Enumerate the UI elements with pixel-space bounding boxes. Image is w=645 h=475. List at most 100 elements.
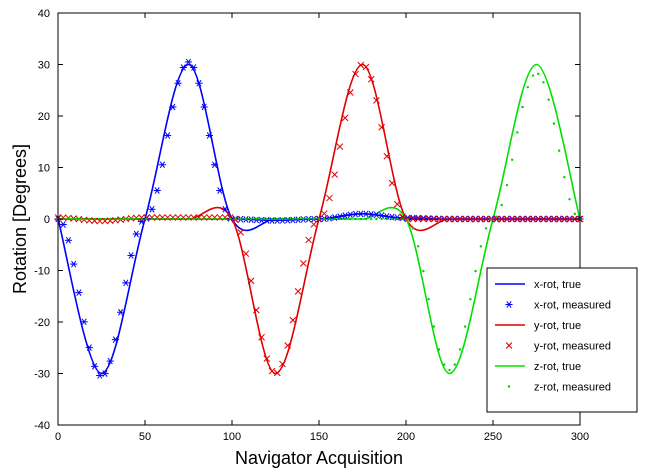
series-z-rot-measured-point bbox=[573, 212, 576, 216]
series-z-rot-measured-point bbox=[416, 245, 420, 248]
series-y-rot-measured-point bbox=[174, 214, 182, 221]
series-z-rot-measured-point bbox=[124, 217, 128, 221]
series-z-rot-measured-point bbox=[437, 348, 441, 351]
series-y-rot-measured-point bbox=[268, 367, 276, 375]
series-z-rot-measured-point bbox=[385, 217, 389, 221]
series-y-rot-measured-point bbox=[242, 250, 250, 258]
y-tick-label: 10 bbox=[38, 163, 50, 175]
series-z-rot-measured-point bbox=[176, 217, 180, 221]
series-y-rot-measured-point bbox=[399, 213, 406, 220]
series-z-rot-measured-point bbox=[406, 218, 409, 221]
series-z-rot-measured-point bbox=[229, 217, 232, 221]
x-tick-label: 150 bbox=[310, 431, 328, 443]
series-x-rot-measured-point bbox=[388, 213, 396, 221]
series-y-rot-measured-point bbox=[143, 214, 151, 221]
series-y-rot-measured-point bbox=[352, 70, 359, 78]
series-x-rot-measured-point bbox=[164, 132, 172, 139]
series-z-rot-measured-point bbox=[557, 149, 561, 152]
series-z-rot-measured-point bbox=[474, 269, 477, 273]
legend-label-y-rot-true: y-rot, true bbox=[534, 320, 581, 332]
series-y-rot-measured-point bbox=[420, 215, 427, 223]
series-z-rot-measured-point bbox=[218, 217, 222, 221]
series-y-rot-measured-point bbox=[566, 215, 573, 223]
series-z-rot-measured-point bbox=[260, 217, 263, 221]
series-x-rot-measured-point bbox=[336, 213, 344, 220]
series-y-rot-measured-point bbox=[159, 214, 166, 221]
series-z-rot-measured-point bbox=[552, 122, 556, 125]
legend-swatch-z-rot-measured bbox=[507, 385, 511, 388]
series-y-rot-measured-point bbox=[247, 277, 255, 285]
series-y-rot-measured-point bbox=[195, 214, 203, 221]
series-z-rot-measured-point bbox=[526, 85, 529, 89]
series-y-rot-measured-point bbox=[305, 236, 312, 244]
series-z-rot-measured-point bbox=[432, 325, 436, 328]
series-z-rot-measured-point bbox=[349, 217, 352, 221]
series-y-rot-measured-point bbox=[446, 215, 453, 223]
series-y-rot-measured-point bbox=[461, 215, 469, 223]
series-z-rot-measured-point bbox=[370, 217, 373, 221]
series-y-rot-measured-point bbox=[560, 215, 568, 223]
series-x-rot-measured-point bbox=[372, 211, 381, 219]
series-y-rot-measured-point bbox=[216, 214, 224, 221]
series-x-rot-measured-point bbox=[367, 210, 375, 218]
series-y-rot-measured-point bbox=[226, 214, 234, 221]
series-y-rot-measured-point bbox=[357, 61, 365, 69]
series-z-rot-measured-point bbox=[286, 217, 289, 221]
series-z-rot-measured-point bbox=[401, 217, 404, 221]
series-x-rot-measured-point bbox=[200, 103, 208, 111]
y-tick-label: 40 bbox=[38, 8, 50, 20]
series-z-rot-measured-point bbox=[197, 217, 201, 221]
series-x-rot-measured-point bbox=[341, 212, 349, 219]
series-y-rot-measured-point bbox=[498, 215, 506, 223]
series-z-rot-measured-point bbox=[390, 217, 394, 221]
legend-label-y-rot-measured: y-rot, measured bbox=[534, 341, 611, 353]
x-axis-label: Navigator Acquisition bbox=[235, 448, 403, 468]
series-y-rot-measured-point bbox=[393, 200, 401, 208]
series-z-rot-measured-point bbox=[302, 217, 305, 221]
series-z-rot-measured-point bbox=[469, 297, 472, 301]
x-tick-label: 200 bbox=[397, 431, 415, 443]
series-z-rot-measured-point bbox=[77, 217, 81, 221]
series-x-rot-measured-point bbox=[205, 132, 213, 139]
series-z-rot-measured-point bbox=[380, 217, 383, 221]
series-y-rot-measured-point bbox=[310, 221, 318, 228]
series-y-rot-measured-point bbox=[153, 214, 161, 221]
series-z-rot-measured-point bbox=[223, 217, 227, 221]
series-y-rot-measured-point bbox=[362, 63, 370, 71]
series-z-rot-measured-point bbox=[109, 217, 112, 221]
series-z-rot-measured-point bbox=[213, 217, 216, 221]
series-z-rot-measured-point bbox=[521, 105, 524, 109]
series-y-rot-measured-point bbox=[503, 215, 511, 223]
series-y-rot-measured-point bbox=[388, 179, 396, 187]
y-tick-label: 30 bbox=[38, 60, 50, 72]
series-y-rot-measured-point bbox=[326, 194, 333, 202]
series-z-rot-measured-point bbox=[82, 217, 86, 221]
series-y-rot-measured-point bbox=[373, 97, 380, 104]
series-z-rot-measured-point bbox=[98, 217, 101, 221]
y-tick-label: -10 bbox=[34, 266, 50, 278]
series-y-rot-measured-point bbox=[164, 214, 171, 221]
series-z-rot-measured-point bbox=[542, 81, 545, 84]
series-z-rot-measured-point bbox=[291, 217, 295, 221]
series-y-rot-measured-point bbox=[378, 123, 385, 131]
series-x-rot-measured-point bbox=[106, 357, 114, 365]
series-x-rot-measured-point bbox=[64, 236, 73, 244]
series-z-rot-measured-point bbox=[67, 217, 70, 221]
series-y-rot-measured-point bbox=[425, 215, 432, 223]
series-y-rot-measured-point bbox=[341, 114, 349, 122]
axis-ticks: 0 50 100 150 200 250 300 -40 -30 -20 -10 0 10 20 30 40 bbox=[34, 8, 589, 443]
series-z-rot-measured-point bbox=[458, 348, 462, 351]
series-z-rot-measured-point bbox=[239, 217, 242, 221]
y-tick-label: 20 bbox=[38, 111, 50, 123]
series-z-rot-measured-point bbox=[479, 245, 483, 248]
series-z-rot-measured-point bbox=[333, 217, 336, 221]
series-y-rot-measured-point bbox=[545, 215, 553, 223]
legend-label-x-rot-true: x-rot, true bbox=[534, 279, 581, 291]
series-z-rot-measured-point bbox=[88, 217, 91, 221]
series-y-rot-measured-point bbox=[477, 215, 485, 223]
series-y-rot-measured-point bbox=[179, 214, 187, 221]
series-y-rot-measured-point bbox=[279, 360, 286, 368]
series-z-rot-measured-point bbox=[103, 217, 107, 221]
legend-label-z-rot-measured: z-rot, measured bbox=[534, 382, 611, 394]
